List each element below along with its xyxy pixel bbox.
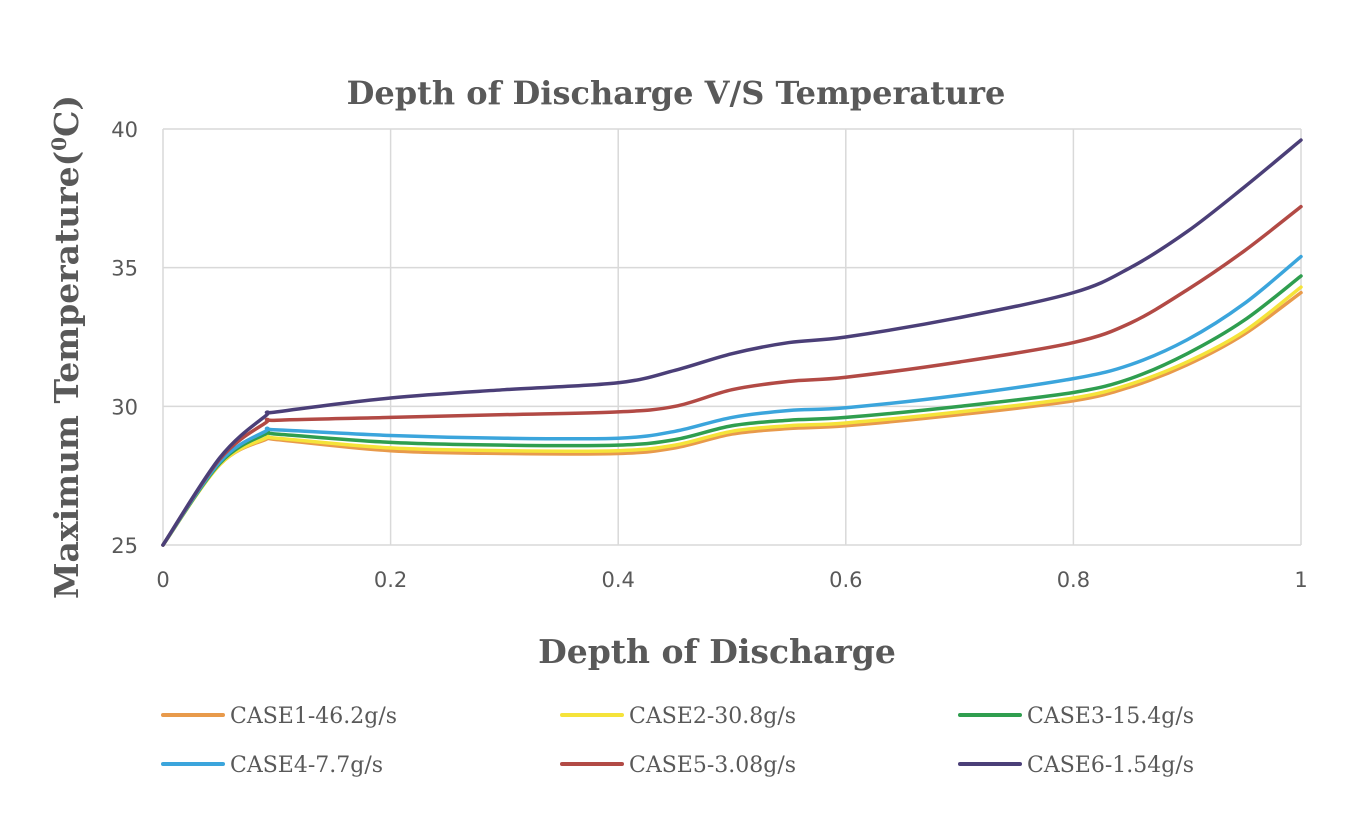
legend-label: CASE2-30.8g/s [629, 704, 796, 729]
legend-item: CASE5-3.08g/s [560, 753, 796, 778]
y-axis-title-tail: C) [47, 95, 86, 137]
legend-label: CASE4-7.7g/s [230, 753, 383, 778]
legend-label: CASE1-46.2g/s [230, 704, 397, 729]
y-tick-label: 40 [111, 118, 138, 142]
series-lines [161, 138, 1303, 547]
series-line-case3 [161, 274, 1303, 547]
x-tick-label: 0.4 [601, 568, 634, 592]
legend-item: CASE4-7.7g/s [161, 753, 383, 778]
series-line-case4 [161, 254, 1303, 547]
x-tick-label: 0.8 [1057, 568, 1090, 592]
chart-title: Depth of Discharge V/S Temperature [347, 74, 1006, 112]
legend-item: CASE3-15.4g/s [958, 704, 1194, 729]
series-line-case6 [161, 138, 1303, 547]
legend-label: CASE3-15.4g/s [1027, 704, 1194, 729]
legend-label: CASE5-3.08g/s [629, 753, 796, 778]
legend-item: CASE6-1.54g/s [958, 753, 1194, 778]
x-tick-label: 0.2 [374, 568, 407, 592]
y-axis-title: Maximum Temperature(0C) [47, 95, 86, 599]
legend-label: CASE6-1.54g/s [1027, 753, 1194, 778]
y-axis-title-main: Maximum Temperature( [47, 151, 86, 599]
gridlines [162, 128, 1302, 546]
series-line-case5 [161, 204, 1303, 547]
y-tick-label: 30 [111, 395, 138, 419]
x-tick-label: 0 [156, 568, 169, 592]
x-tick-label: 1 [1294, 568, 1307, 592]
x-axis-title: Depth of Discharge [538, 632, 896, 671]
legend: CASE1-46.2g/s CASE2-30.8g/s CASE3-15.4g/s C… [161, 704, 1194, 778]
legend-item: CASE1-46.2g/s [161, 704, 397, 729]
x-tick-label: 0.6 [829, 568, 862, 592]
legend-item: CASE2-30.8g/s [560, 704, 796, 729]
series-line-case2 [161, 285, 1303, 547]
x-axis-ticks: 0 0.2 0.4 0.6 0.8 1 [156, 568, 1307, 592]
y-tick-label: 35 [111, 257, 138, 281]
y-tick-label: 25 [111, 534, 138, 558]
y-axis-ticks: 25 30 35 40 [111, 118, 138, 558]
y-axis-title-sup: 0 [47, 137, 71, 151]
